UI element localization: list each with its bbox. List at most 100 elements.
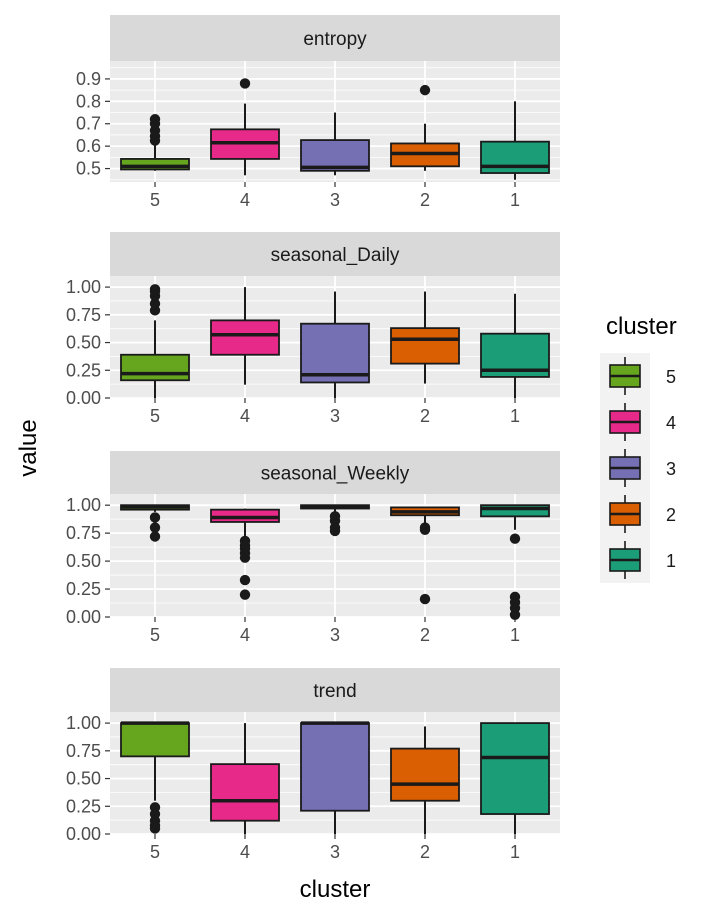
outlier-point: [419, 593, 431, 605]
outlier-point: [149, 284, 161, 295]
box-iqr: [210, 319, 280, 356]
y-tick-label: 1.00: [66, 495, 101, 515]
x-tick-label: 2: [420, 842, 430, 862]
legend-entry-label: 3: [666, 459, 676, 479]
x-tick-label: 5: [150, 842, 160, 862]
legend-entry-label: 2: [666, 505, 676, 525]
legend-entry-4: 4: [600, 399, 676, 445]
legend: cluster 5 4 3 2 1: [600, 313, 677, 583]
x-tick-label: 4: [240, 406, 250, 426]
outlier-point: [149, 522, 161, 533]
outlier-point: [239, 78, 251, 89]
x-tick-label: 4: [240, 842, 250, 862]
x-tick-label: 1: [510, 625, 520, 645]
box-iqr: [480, 504, 550, 518]
facet-panel-seasonal_Daily: seasonal_Daily 0.00 0.25 0.50 0.75 1.00 5 4 3 2 1: [66, 232, 560, 426]
x-tick-label: 5: [150, 406, 160, 426]
y-tick-label: 0.25: [66, 796, 101, 816]
y-tick-label: 0.00: [66, 607, 101, 627]
box-cluster-5: [120, 721, 190, 834]
outlier-point: [419, 84, 431, 96]
y-tick-label: 0.75: [66, 305, 101, 325]
outlier-point: [149, 531, 161, 542]
legend-entry-5: 5: [600, 353, 676, 399]
box-cluster-1: [480, 293, 550, 398]
facet-panel-trend: trend 0.00 0.25 0.50 0.75 1.00 5 4 3 2 1: [66, 668, 560, 862]
outlier-point: [239, 574, 251, 586]
legend-entry-2: 2: [600, 491, 676, 537]
x-tick-label: 2: [420, 406, 430, 426]
outlier-point: [419, 522, 431, 533]
y-tick-label: 0.8: [76, 91, 101, 111]
legend-entry-label: 5: [666, 367, 676, 387]
y-tick-label: 1.00: [66, 277, 101, 297]
x-tick-label: 4: [240, 190, 250, 210]
box-cluster-2: [390, 726, 460, 834]
box-cluster-4: [210, 78, 280, 176]
box-cluster-1: [480, 504, 550, 620]
y-tick-label: 0.5: [76, 159, 101, 179]
box-cluster-2: [390, 84, 460, 171]
outlier-point: [329, 511, 341, 522]
x-axis-title: cluster: [300, 876, 371, 903]
outlier-point: [149, 512, 161, 523]
box-iqr: [390, 327, 460, 365]
box-iqr: [300, 722, 370, 812]
y-tick-label: 0.9: [76, 69, 101, 89]
y-tick-label: 0.50: [66, 333, 101, 353]
x-tick-label: 1: [510, 842, 520, 862]
box-cluster-5: [120, 504, 190, 542]
y-tick-label: 0.7: [76, 114, 101, 134]
x-tick-label: 2: [420, 190, 430, 210]
box-cluster-1: [480, 101, 550, 180]
y-tick-label: 0.75: [66, 523, 101, 543]
facet-strip-label: entropy: [303, 29, 367, 50]
legend-entry-1: 1: [600, 537, 676, 583]
x-tick-label: 2: [420, 625, 430, 645]
y-tick-label: 0.00: [66, 388, 101, 408]
facet-strip: [110, 451, 560, 494]
x-tick-label: 5: [150, 625, 160, 645]
box-cluster-3: [300, 504, 370, 537]
box-iqr: [210, 763, 280, 822]
y-tick-label: 1.00: [66, 713, 101, 733]
legend-entry-label: 1: [666, 551, 676, 571]
facet-strip-label: seasonal_Weekly: [261, 464, 410, 485]
legend-entry-label: 4: [666, 413, 676, 433]
box-iqr: [480, 140, 550, 174]
box-cluster-1: [480, 722, 550, 834]
box-iqr: [120, 158, 190, 171]
y-tick-label: 0.25: [66, 579, 101, 599]
facet-panel-seasonal_Weekly: seasonal_Weekly 0.00 0.25 0.50 0.75 1.00 5 4 3 2 1: [66, 451, 560, 645]
x-tick-label: 1: [510, 190, 520, 210]
facet-strip: [110, 232, 560, 276]
box-cluster-5: [120, 284, 190, 398]
facet-strip-label: seasonal_Daily: [271, 245, 400, 266]
facet-strip: [110, 15, 560, 61]
box-iqr: [300, 322, 370, 384]
box-cluster-2: [390, 291, 460, 384]
outlier-point: [149, 114, 161, 125]
outlier-point: [239, 589, 251, 600]
x-tick-label: 4: [240, 625, 250, 645]
legend-title: cluster: [606, 313, 677, 340]
box-cluster-4: [210, 287, 280, 385]
outlier-point: [509, 591, 521, 603]
box-iqr: [300, 139, 370, 172]
box-cluster-2: [390, 506, 460, 605]
y-axis-title: value: [15, 419, 42, 476]
outlier-point: [239, 535, 251, 547]
x-tick-label: 3: [330, 406, 340, 426]
box-iqr: [480, 722, 550, 815]
y-tick-label: 0.6: [76, 136, 101, 156]
y-tick-label: 0.50: [66, 769, 101, 789]
outlier-point: [149, 298, 161, 309]
x-tick-label: 1: [510, 406, 520, 426]
outlier-point: [509, 533, 521, 544]
facet-panel-entropy: entropy 0.5 0.60.7 0.80.9 5 4 3 2 1: [76, 15, 560, 210]
y-tick-label: 0.00: [66, 824, 101, 844]
y-tick-label: 0.25: [66, 360, 101, 380]
box-iqr: [120, 722, 190, 758]
